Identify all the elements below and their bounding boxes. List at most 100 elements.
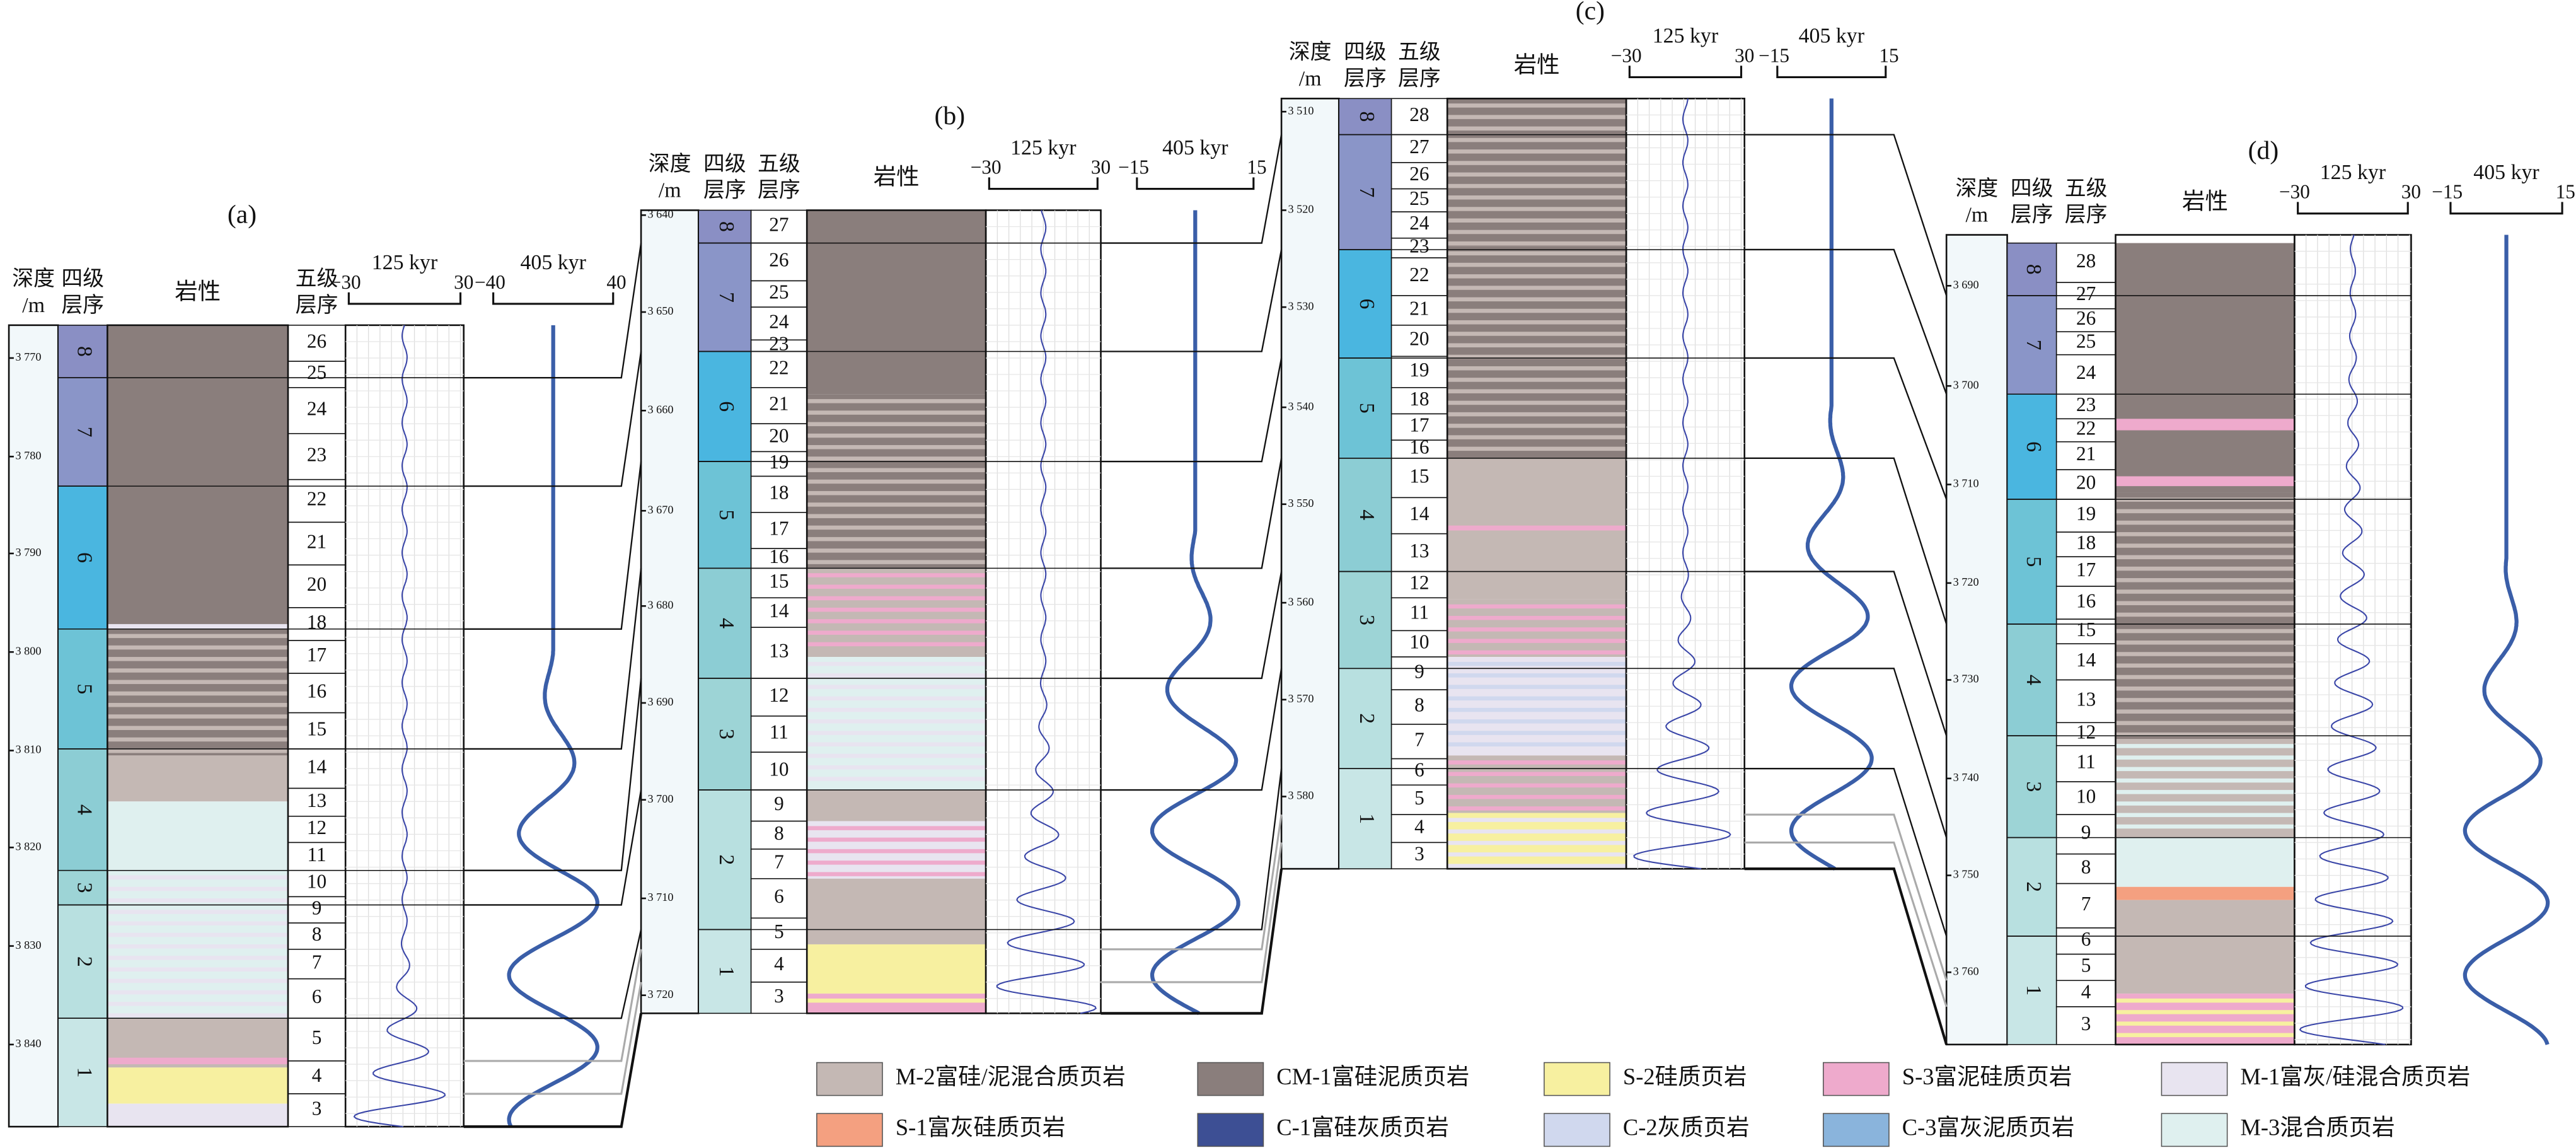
lithology-bed bbox=[2115, 739, 2295, 838]
curve-405kyr bbox=[1150, 210, 1240, 1016]
lithology-bed bbox=[2115, 578, 2295, 583]
lithology-bed bbox=[1447, 218, 1627, 223]
depth-tick-label: 3 760 bbox=[1953, 965, 1979, 977]
legend-swatch bbox=[1822, 1113, 1890, 1147]
panel-label: (c) bbox=[1576, 0, 1605, 25]
lithology-bed bbox=[107, 978, 288, 983]
lithology-bed bbox=[807, 731, 986, 735]
lithology-bed bbox=[1447, 229, 1627, 235]
lithology-bed bbox=[1447, 661, 1627, 666]
fifth-order-label: 11 bbox=[2077, 751, 2096, 773]
fourth-order-label: 8 bbox=[2022, 264, 2045, 275]
fourth-order-unit bbox=[698, 242, 752, 352]
fifth-order-unit bbox=[1390, 533, 1448, 572]
fourth-order-unit bbox=[698, 461, 752, 569]
lithology-bed bbox=[807, 399, 986, 403]
lithology-bed bbox=[2115, 900, 2295, 994]
curve-scale: −40 bbox=[475, 271, 505, 293]
column-header: /m bbox=[1965, 204, 1988, 227]
lithology-bed bbox=[2115, 824, 2295, 829]
lithology-bed bbox=[1447, 657, 1627, 756]
legend-swatch bbox=[1197, 1113, 1264, 1147]
lithology-bed bbox=[1447, 412, 1627, 417]
lithology-bed bbox=[1447, 126, 1627, 131]
lithology-bed bbox=[1447, 103, 1627, 108]
fifth-order-label: 7 bbox=[1414, 728, 1424, 750]
lithology-bed bbox=[807, 777, 986, 781]
lithology-bed bbox=[807, 878, 986, 944]
lithology-frame bbox=[107, 324, 289, 1128]
lithology-bed bbox=[1447, 639, 1627, 643]
lithology-bed bbox=[807, 826, 986, 830]
depth-tick-label: 3 570 bbox=[1288, 692, 1314, 705]
column-header: 深度 bbox=[12, 267, 55, 291]
correlation-line bbox=[1744, 457, 1948, 625]
lithology-bed bbox=[107, 755, 288, 802]
lithology-bed bbox=[2115, 709, 2295, 714]
fifth-order-unit bbox=[287, 815, 346, 844]
fifth-order-label: 20 bbox=[2076, 472, 2096, 494]
legend-label: CM-1富硅泥质页岩 bbox=[1276, 1064, 1469, 1089]
depth-tick-label: 3 790 bbox=[16, 546, 42, 559]
fifth-order-unit bbox=[750, 451, 807, 477]
depth-tick-label: 3 770 bbox=[16, 351, 42, 363]
lithology-bed bbox=[2115, 520, 2295, 525]
column-header: 四级 bbox=[1344, 40, 1387, 64]
fifth-order-unit bbox=[2055, 331, 2117, 356]
curve-405kyr bbox=[2463, 235, 2550, 1045]
fifth-order-label: 19 bbox=[2076, 502, 2096, 525]
fifth-order-unit bbox=[1390, 439, 1448, 459]
fifth-order-label: 17 bbox=[2076, 559, 2096, 581]
lithology-bed bbox=[807, 456, 986, 461]
curve-box bbox=[344, 324, 465, 1128]
fifth-order-label: 14 bbox=[1409, 502, 1430, 525]
lithology-bed bbox=[2115, 629, 2295, 634]
depth-tick-label: 3 820 bbox=[16, 840, 42, 852]
correlation-line bbox=[1100, 768, 1283, 931]
lithology-bed bbox=[1447, 685, 1627, 689]
lithology-bed bbox=[1447, 806, 1627, 811]
lithology-bed bbox=[107, 634, 288, 639]
lithology-bed bbox=[807, 596, 986, 601]
lithology-bed bbox=[1447, 400, 1627, 405]
correlation-line bbox=[463, 568, 642, 750]
column-header: /m bbox=[1299, 67, 1322, 90]
fifth-order-unit bbox=[1390, 656, 1448, 690]
fifth-order-label: 14 bbox=[307, 755, 327, 777]
depth-tick-label: 3 650 bbox=[647, 304, 673, 317]
lithology-bed bbox=[807, 468, 986, 472]
scale-bracket bbox=[1136, 177, 1255, 190]
fourth-order-unit bbox=[57, 485, 108, 630]
lithology-bed bbox=[807, 753, 986, 758]
lithology-bed bbox=[2115, 732, 2295, 737]
depth-tick-label: 3 510 bbox=[1288, 104, 1314, 117]
fifth-order-label: 15 bbox=[2076, 618, 2096, 641]
lithology-bed bbox=[2115, 755, 2295, 760]
depth-tick-label: 3 680 bbox=[647, 598, 673, 611]
lithology-bed bbox=[1447, 783, 1627, 788]
fourth-order-unit bbox=[1338, 668, 1392, 769]
lithology-bed bbox=[1447, 207, 1627, 211]
lithology-bed bbox=[1447, 274, 1627, 279]
lithology-bed bbox=[1447, 525, 1627, 531]
curve-scale: 15 bbox=[1247, 156, 1266, 178]
lithology-bed bbox=[1447, 707, 1627, 712]
lithology-bed bbox=[2115, 1033, 2295, 1038]
fifth-order-label: 27 bbox=[769, 214, 788, 236]
fifth-order-label: 10 bbox=[1409, 630, 1429, 652]
fourth-order-label: 7 bbox=[715, 292, 738, 303]
lithology-bed bbox=[1447, 161, 1627, 165]
lithology-bed bbox=[1447, 115, 1627, 119]
fifth-order-label: 26 bbox=[769, 249, 788, 271]
depth-tick-label: 3 530 bbox=[1288, 299, 1314, 312]
legend-swatch bbox=[2161, 1062, 2228, 1096]
fifth-order-label: 27 bbox=[2076, 282, 2096, 304]
panel-label: (d) bbox=[2248, 136, 2279, 165]
legend-swatch bbox=[1544, 1062, 1610, 1096]
lithology-bed bbox=[1447, 650, 1627, 655]
fifth-order-label: 8 bbox=[1414, 694, 1424, 716]
fifth-order-label: 3 bbox=[774, 985, 784, 1007]
fifth-order-unit bbox=[287, 712, 346, 750]
fifth-order-unit bbox=[1390, 724, 1448, 760]
fifth-order-unit bbox=[750, 306, 807, 341]
